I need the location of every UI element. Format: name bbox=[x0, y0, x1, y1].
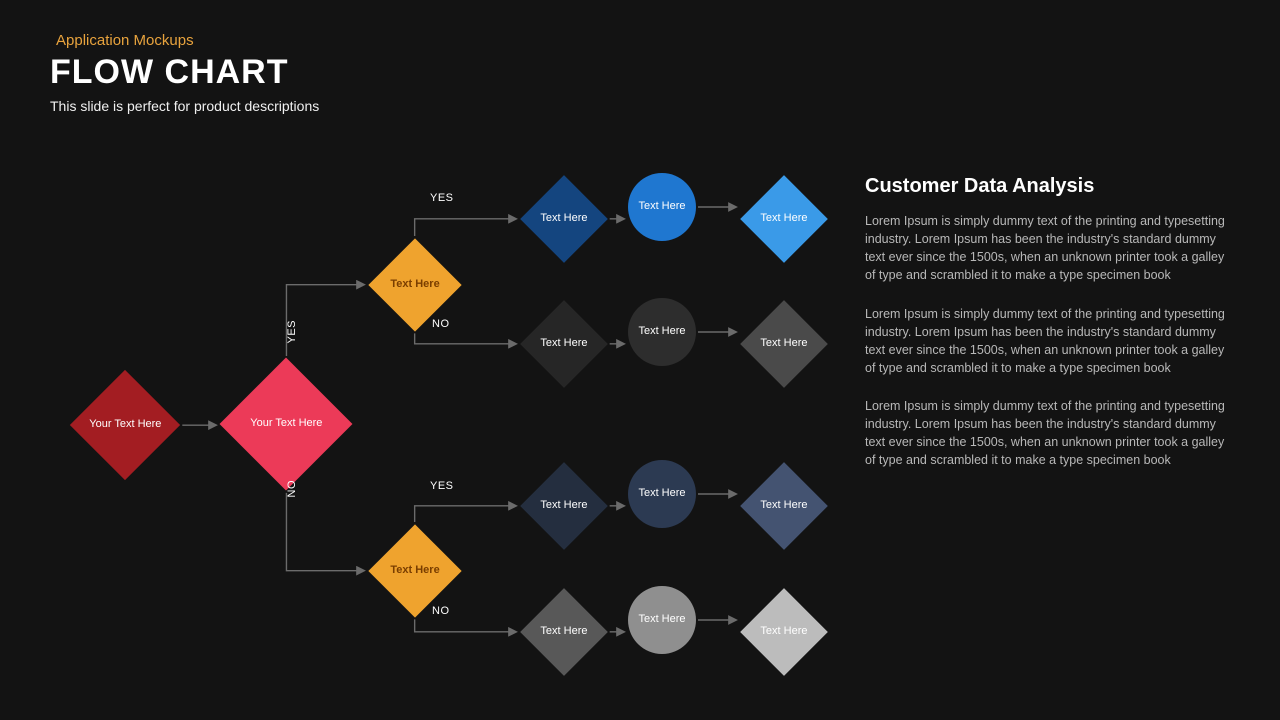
flow-node-r4b: Text Here bbox=[628, 586, 696, 654]
flow-node-label: Text Here bbox=[760, 337, 807, 350]
flow-node-label: Your Text Here bbox=[250, 418, 322, 431]
flow-node-label: Text Here bbox=[390, 278, 439, 291]
flowchart-canvas: Your Text Here Your Text Here Text Here Tex… bbox=[0, 0, 1280, 720]
flow-node-r2c: Text Here bbox=[740, 300, 828, 388]
flow-node-r4a: Text Here bbox=[520, 588, 608, 676]
flow-edge-label: NO bbox=[286, 480, 298, 498]
flow-node-decB: Text Here bbox=[368, 524, 461, 617]
flow-node-dec1: Your Text Here bbox=[220, 358, 353, 491]
flow-node-root: Your Text Here bbox=[70, 370, 180, 480]
flow-node-label: Text Here bbox=[760, 499, 807, 512]
flow-edge-label: NO bbox=[432, 318, 450, 330]
flow-edge-label: YES bbox=[430, 192, 454, 204]
flow-node-label: Text Here bbox=[638, 613, 685, 626]
flow-node-r3c: Text Here bbox=[740, 462, 828, 550]
flow-node-label: Text Here bbox=[638, 487, 685, 500]
flow-edge-label: YES bbox=[286, 320, 298, 344]
flow-node-label: Your Text Here bbox=[89, 419, 161, 432]
flow-node-label: Text Here bbox=[638, 200, 685, 213]
flow-node-label: Text Here bbox=[760, 625, 807, 638]
flow-node-label: Text Here bbox=[540, 337, 587, 350]
flow-node-label: Text Here bbox=[638, 325, 685, 338]
flow-edge-label: YES bbox=[430, 480, 454, 492]
flow-node-label: Text Here bbox=[540, 499, 587, 512]
flow-node-label: Text Here bbox=[760, 212, 807, 225]
flow-node-r3a: Text Here bbox=[520, 462, 608, 550]
flow-edge-label: NO bbox=[432, 605, 450, 617]
flow-node-label: Text Here bbox=[390, 564, 439, 577]
flow-node-label: Text Here bbox=[540, 212, 587, 225]
flow-node-r1c: Text Here bbox=[740, 175, 828, 263]
flow-node-r2b: Text Here bbox=[628, 298, 696, 366]
flow-node-r1a: Text Here bbox=[520, 175, 608, 263]
flow-node-r4c: Text Here bbox=[740, 588, 828, 676]
flow-node-r2a: Text Here bbox=[520, 300, 608, 388]
flow-node-r3b: Text Here bbox=[628, 460, 696, 528]
flow-node-r1b: Text Here bbox=[628, 173, 696, 241]
flow-node-label: Text Here bbox=[540, 625, 587, 638]
